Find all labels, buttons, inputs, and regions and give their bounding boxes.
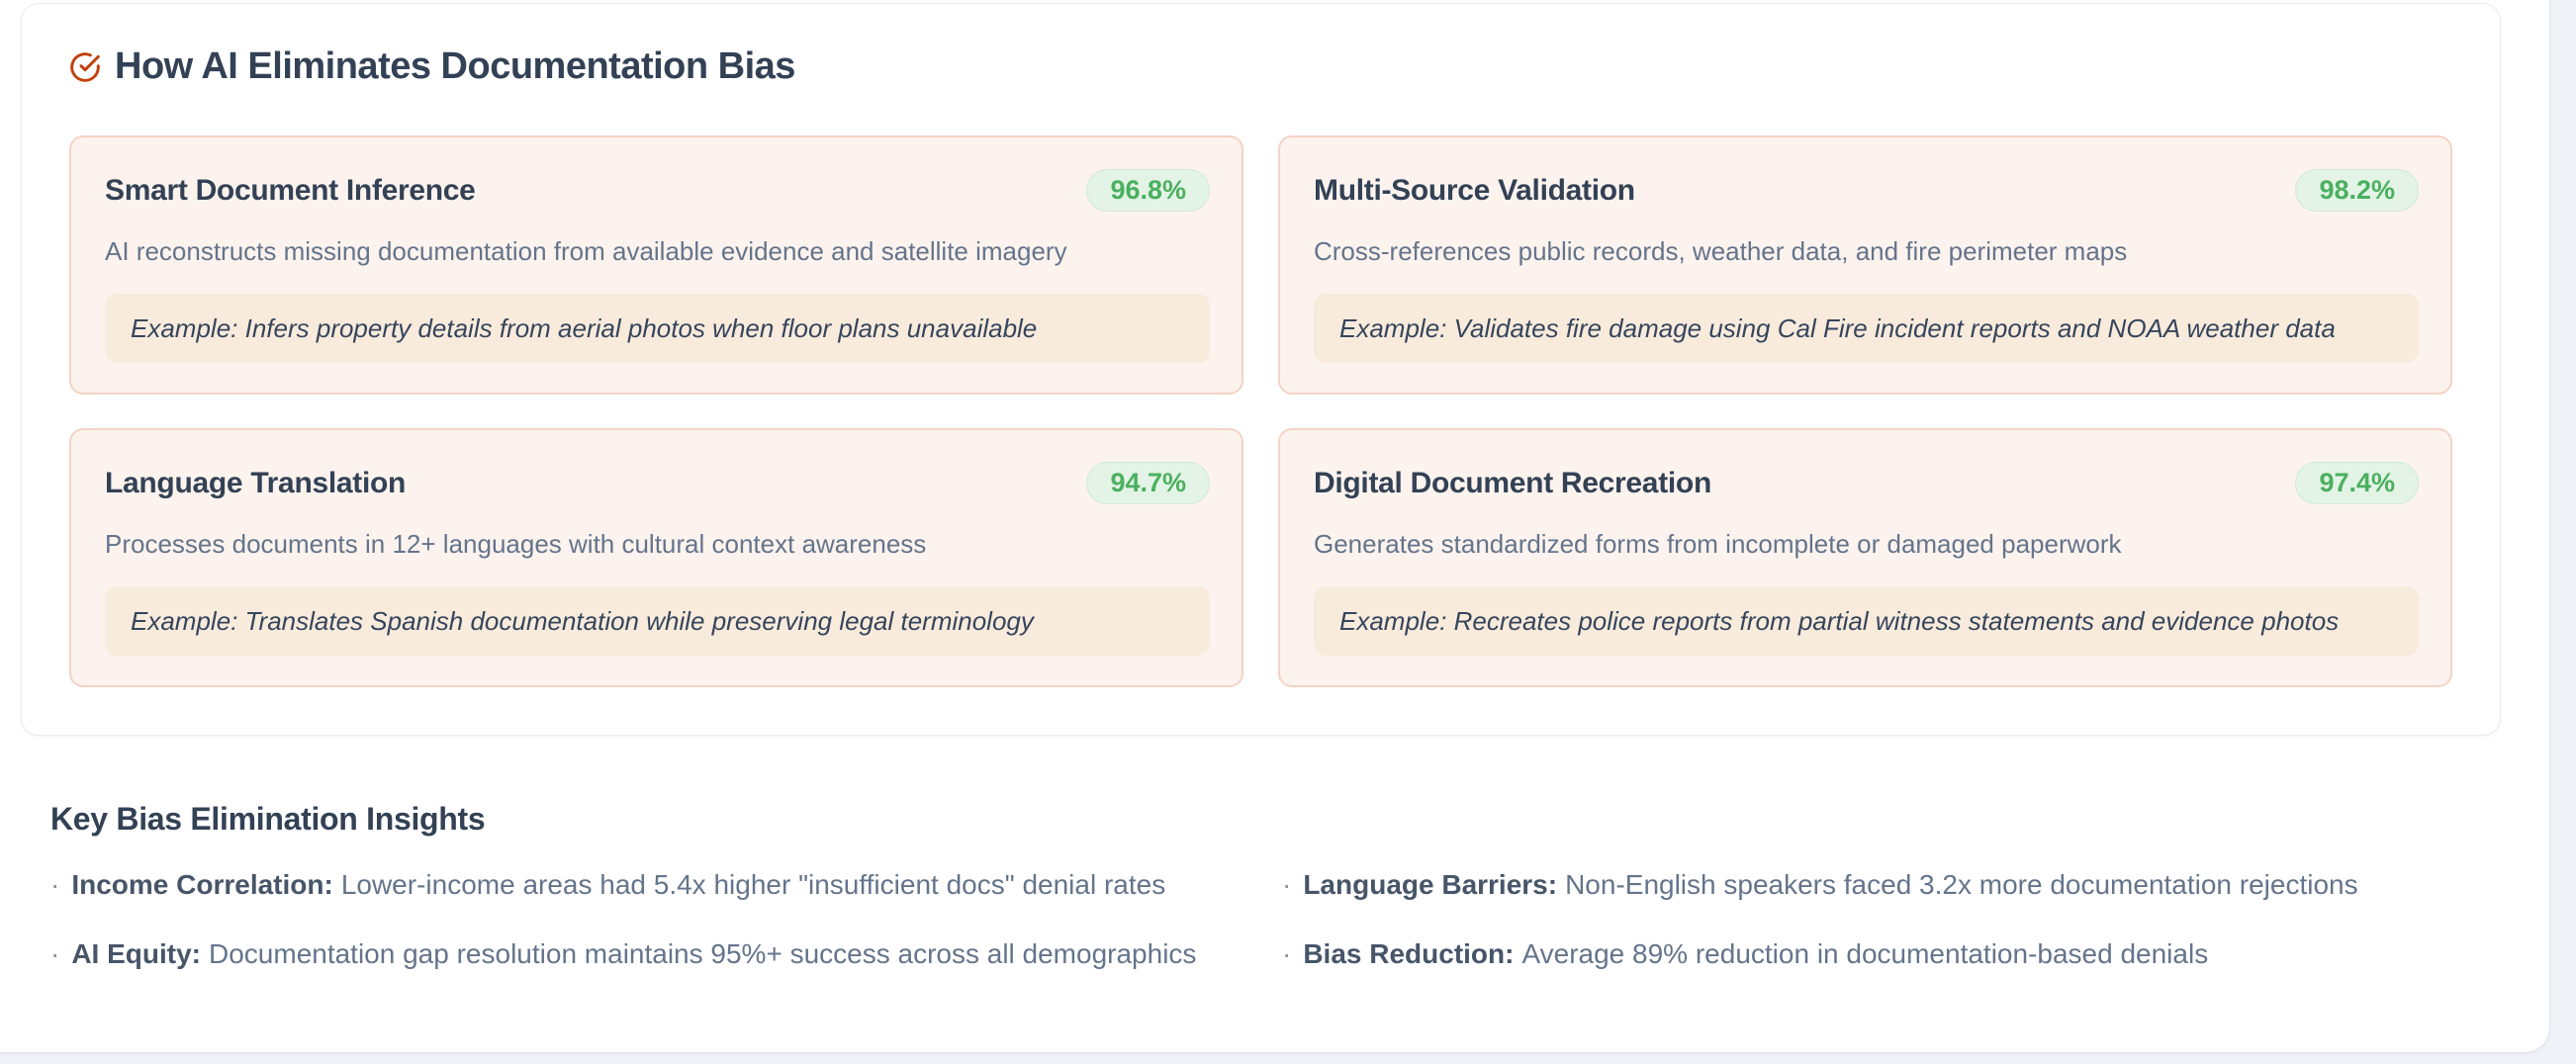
insight-label: AI Equity:	[71, 938, 201, 969]
insight-label: Bias Reduction:	[1303, 938, 1515, 969]
card-description: Generates standardized forms from incomp…	[1314, 529, 2122, 559]
card-title: Language Translation	[105, 466, 407, 499]
insight-text: Documentation gap resolution maintains 9…	[209, 938, 1197, 969]
panel-header: How AI Eliminates Documentation Bias	[69, 45, 2452, 88]
success-rate-badge: 94.7%	[1086, 462, 1210, 504]
insight-text: Lower-income areas had 5.4x higher "insu…	[340, 869, 1166, 900]
insight-income-correlation: · Income Correlation: Lower-income areas h…	[50, 863, 1262, 907]
success-rate-badge: 98.2%	[2295, 169, 2419, 212]
insight-label: Income Correlation:	[71, 869, 333, 900]
content-surface: How AI Eliminates Documentation Bias Sma…	[0, 0, 2550, 1053]
documentation-bias-panel: How AI Eliminates Documentation Bias Sma…	[21, 3, 2501, 736]
card-description: Processes documents in 12+ languages wit…	[105, 529, 927, 559]
insight-ai-equity: · AI Equity: Documentation gap resolution …	[50, 932, 1262, 976]
card-language-translation: Language Translation 94.7% Processes doc…	[69, 428, 1243, 687]
card-example-box: Example: Infers property details from ae…	[105, 293, 1210, 363]
card-title: Digital Document Recreation	[1314, 466, 1711, 499]
card-title: Multi-Source Validation	[1314, 173, 1635, 207]
card-header: Multi-Source Validation 98.2%	[1314, 169, 2419, 212]
success-rate-badge: 97.4%	[2295, 462, 2419, 504]
card-description: Cross-references public records, weather…	[1314, 236, 2128, 266]
insight-text: Average 89% reduction in documentation-b…	[1521, 938, 2209, 969]
capability-cards-grid: Smart Document Inference 96.8% AI recons…	[69, 135, 2452, 687]
bullet-icon: ·	[1282, 938, 1292, 969]
card-example-text: Example: Validates fire damage using Cal…	[1339, 312, 2336, 343]
card-multi-source-validation: Multi-Source Validation 98.2% Cross-refe…	[1278, 135, 2452, 395]
card-header: Digital Document Recreation 97.4%	[1314, 462, 2419, 504]
card-smart-document-inference: Smart Document Inference 96.8% AI recons…	[69, 135, 1243, 395]
bullet-icon: ·	[50, 938, 60, 969]
insights-grid: · Income Correlation: Lower-income areas h…	[50, 863, 2494, 976]
card-example-box: Example: Translates Spanish documentatio…	[105, 585, 1210, 656]
card-example-box: Example: Validates fire damage using Cal…	[1314, 293, 2419, 363]
insights-heading: Key Bias Elimination Insights	[50, 801, 486, 837]
card-header: Language Translation 94.7%	[105, 462, 1210, 504]
card-example-text: Example: Infers property details from ae…	[131, 312, 1038, 343]
card-title: Smart Document Inference	[105, 173, 476, 207]
success-rate-badge: 96.8%	[1086, 169, 1210, 212]
check-circle-icon	[69, 51, 101, 83]
card-header: Smart Document Inference 96.8%	[105, 169, 1210, 212]
card-example-text: Example: Translates Spanish documentatio…	[131, 605, 1034, 636]
card-example-text: Example: Recreates police reports from p…	[1339, 605, 2340, 636]
insight-text: Non-English speakers faced 3.2x more doc…	[1565, 869, 2358, 900]
insight-language-barriers: · Language Barriers: Non-English speakers …	[1282, 863, 2494, 907]
insights-section: Key Bias Elimination Insights · Income Co…	[50, 801, 2494, 976]
card-description: AI reconstructs missing documentation fr…	[105, 236, 1067, 266]
insight-label: Language Barriers:	[1303, 869, 1558, 900]
bullet-icon: ·	[50, 869, 60, 900]
card-digital-document-recreation: Digital Document Recreation 97.4% Genera…	[1278, 428, 2452, 687]
bullet-icon: ·	[1282, 869, 1292, 900]
panel-title: How AI Eliminates Documentation Bias	[115, 45, 795, 87]
insight-bias-reduction: · Bias Reduction: Average 89% reduction in…	[1282, 932, 2494, 976]
card-example-box: Example: Recreates police reports from p…	[1314, 585, 2419, 656]
